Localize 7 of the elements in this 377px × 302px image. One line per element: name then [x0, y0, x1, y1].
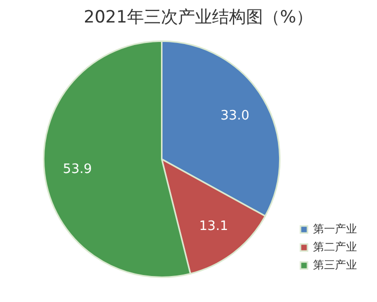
legend-label: 第一产业 [313, 222, 357, 236]
data-label: 33.0 [220, 108, 250, 124]
data-label: 53.9 [62, 162, 92, 177]
chart-title: 2021年三次产业结构图（%） [84, 8, 314, 28]
data-label: 13.1 [199, 218, 228, 234]
legend-label: 第二产业 [313, 240, 357, 254]
legend-label: 第三产业 [313, 258, 357, 272]
